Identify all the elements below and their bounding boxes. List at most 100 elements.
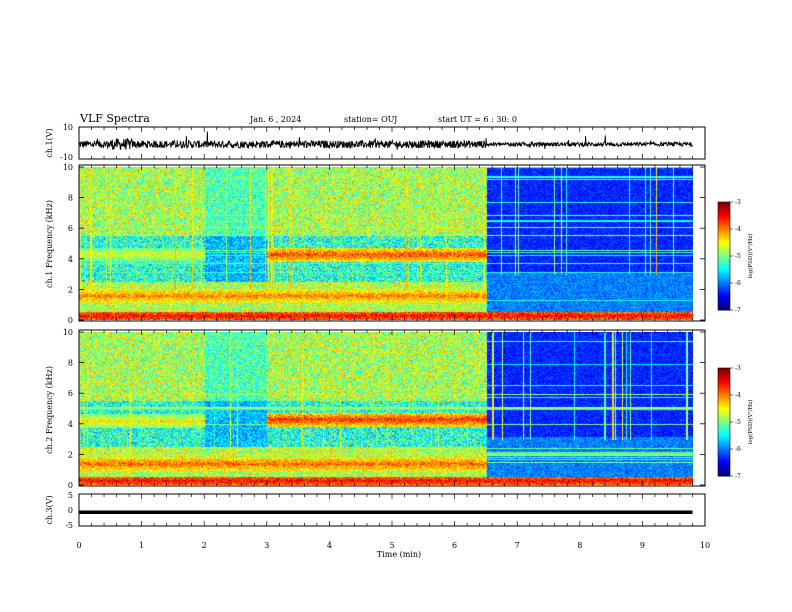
colorbar-cell [718,250,730,253]
colorbar-cell [718,292,730,295]
colorbar-cell [718,450,730,453]
colorbar-cell [718,432,730,435]
colorbar-tick-label: -4 [735,392,741,399]
time-axis-ticks [78,127,706,526]
colorbar-cell [718,212,730,215]
colorbar-cell [718,256,730,259]
colorbar-cell [718,372,730,375]
colorbar-cell [718,404,730,407]
station-label: station= OUJ [344,115,397,124]
colorbar-cell [718,428,730,431]
colorbar-cell [718,442,730,445]
colorbar-cell [718,408,730,411]
colorbar-cell [718,444,730,447]
colorbar-tick-label: -6 [735,280,741,287]
colorbar-cell [718,390,730,393]
colorbar-cell [718,278,730,281]
colorbar-cell [718,438,730,441]
colorbar-cell [718,402,730,405]
colorbar-cell [718,464,730,467]
colorbar-cell [718,290,730,293]
colorbar-cell [718,206,730,209]
ch2-spectrogram-panel: 0 2 4 6 8 10 ch.2 Frequency (kHz) [45,328,706,490]
colorbar-cell [718,458,730,461]
colorbar-cell [718,280,730,283]
colorbar-cell [718,286,730,289]
time-tick-label: 2 [202,541,207,550]
ch1-ylabel: ch.1(V) [45,128,54,157]
colorbar-cell [718,446,730,449]
time-tick-label: 6 [452,541,457,550]
spectrogram-ytick-label: 6 [68,389,73,398]
colorbar-cell [718,302,730,305]
colorbar-cell [718,226,730,229]
ch3-ytick-top: 5 [68,491,73,500]
colorbar-cell [718,430,730,433]
time-tick-label: 4 [327,541,332,550]
colorbar-cell [718,466,730,469]
colorbar-cell [718,440,730,443]
colorbar-cell [718,244,730,247]
ch2-spectrogram-image [79,332,693,485]
ch1-waveform-line [78,131,693,150]
spectrogram-ytick-label: 8 [68,194,73,203]
ch3-ytick-mid: 0 [68,506,73,515]
colorbar-cell [718,414,730,417]
colorbar-cell [718,218,730,221]
colorbar-cell [718,236,730,239]
colorbar-cell [718,382,730,385]
spectrogram-ytick-label: 10 [63,328,73,337]
colorbar-cell [718,264,730,267]
colorbar-cell [718,380,730,383]
time-tick-label: 7 [515,541,520,550]
ch2-spectrogram-ylabel: ch.2 Frequency (kHz) [45,366,54,454]
colorbar-cell [718,392,730,395]
colorbar-cell [718,296,730,299]
ch1-spectrogram-panel: 0 2 4 6 8 10 ch.1 Frequency (kHz) [45,163,706,325]
colorbar-cell [718,276,730,279]
spectrogram-ytick-label: 2 [68,285,73,294]
colorbar-cell [718,308,730,311]
colorbar-cell [718,262,730,265]
time-tick-label: 9 [640,541,645,550]
colorbar-cell [718,248,730,251]
colorbar-cell [718,252,730,255]
colorbar-cell [718,474,730,477]
colorbar-label: log(PSD)(V²/Hz) [747,400,754,445]
colorbar-cell [718,242,730,245]
colorbar-tick-label: -4 [735,226,741,233]
colorbar-cell [718,300,730,303]
colorbar-cell [718,386,730,389]
colorbar-tick-label: -7 [735,307,741,314]
colorbar-cell [718,204,730,207]
spectrogram-ytick-label: 6 [68,224,73,233]
ch3-panel: 5 0 -5 ch.3(V) [45,491,706,530]
colorbar-cell [718,282,730,285]
colorbar-cell [718,222,730,225]
time-tick-label: 10 [700,541,710,550]
colorbar-cell [718,298,730,301]
colorbar-tick-label: -3 [735,199,741,206]
colorbar-cell [718,202,730,205]
ch1-ytick-bottom: -10 [60,153,73,162]
spectrogram-ytick-label: 0 [68,481,73,490]
colorbar-cell [718,470,730,473]
colorbar-cell [718,266,730,269]
colorbar-cell [718,258,730,261]
ch3-ylabel: ch.3(V) [45,495,54,524]
colorbar-cell [718,406,730,409]
spectrogram-ytick-label: 0 [68,316,73,325]
colorbar-label: log(PSD)(V²/Hz) [747,234,754,279]
date-label: Jan. 6 , 2024 [249,115,301,124]
colorbar-cell [718,370,730,373]
chart-title: VLF Spectra [79,112,150,125]
colorbar-cell [718,376,730,379]
colorbar-cell [718,394,730,397]
start-time-label: start UT = 6 : 30: 0 [438,115,517,124]
colorbar-cell [718,294,730,297]
time-tick-label: 3 [264,541,269,550]
ch1-spectrogram-image [79,167,693,320]
colorbar-cell [718,368,730,371]
colorbar-cell [718,436,730,439]
